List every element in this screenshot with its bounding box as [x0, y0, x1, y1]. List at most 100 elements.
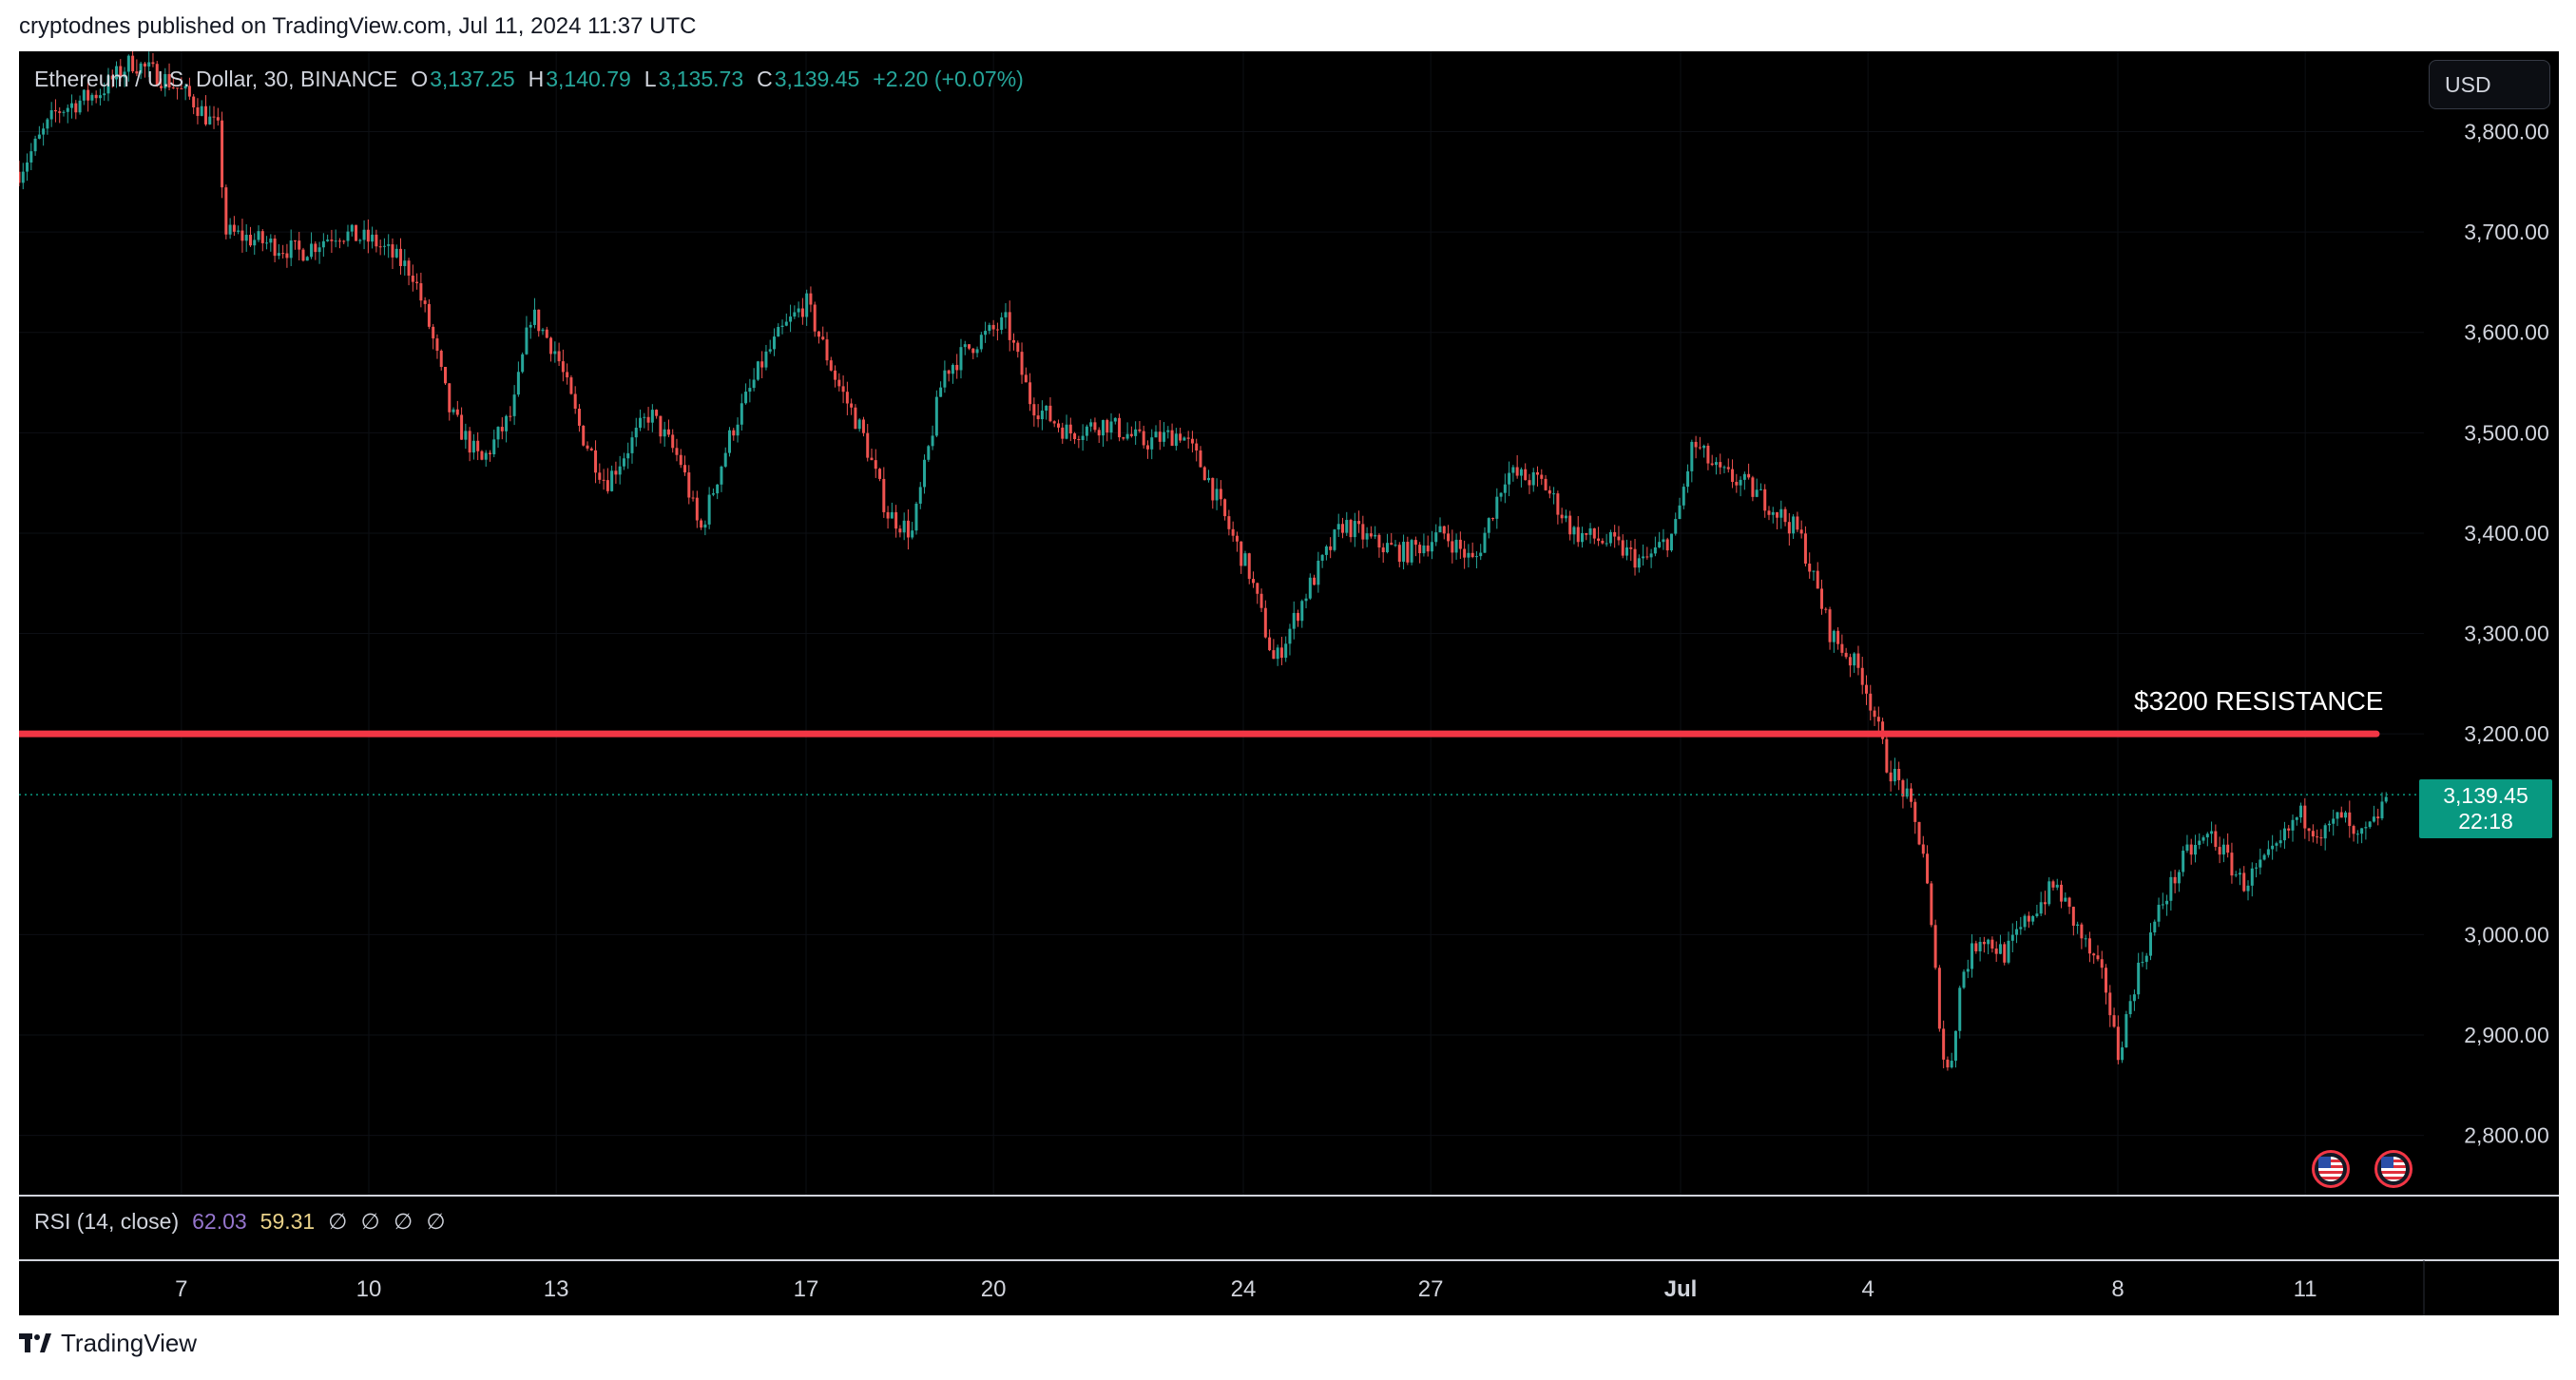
- candle-body: [1101, 419, 1105, 436]
- candle-body: [2124, 1014, 2128, 1048]
- candle-body: [2255, 867, 2259, 869]
- symbol-legend[interactable]: Ethereum / U.S. Dollar, 30, BINANCE O 3,1…: [34, 67, 1024, 92]
- candle-body: [691, 497, 695, 499]
- candle-body: [90, 94, 94, 101]
- candle-body: [1454, 539, 1458, 553]
- candle-body: [874, 460, 877, 470]
- candle-body: [1357, 521, 1361, 525]
- candle-body: [317, 247, 321, 253]
- candle-body: [455, 409, 459, 415]
- candle-body: [1662, 539, 1665, 543]
- candle-body: [1848, 657, 1852, 666]
- candle-body: [549, 337, 553, 355]
- chart-area[interactable]: 3,800.00 3,700.00 3,600.00 3,500.00 3,400.00…: [19, 51, 2559, 1315]
- candle-body: [2339, 812, 2343, 818]
- rsi-title[interactable]: RSI (14, close): [34, 1209, 180, 1234]
- candle-body: [1856, 653, 1860, 668]
- candle-body: [1552, 493, 1556, 495]
- candle-body: [29, 151, 33, 163]
- candle-body: [1195, 443, 1199, 450]
- us-flag-event-icon[interactable]: [2312, 1150, 2350, 1188]
- candle-body: [2031, 915, 2035, 922]
- candle-body: [1946, 1059, 1950, 1068]
- us-flag-event-icon[interactable]: [2374, 1150, 2413, 1188]
- candle-body: [1776, 511, 1779, 518]
- candle-body: [1150, 437, 1154, 450]
- candle-body: [1397, 545, 1401, 563]
- candle-body: [1077, 439, 1081, 441]
- rsi-null-values: ∅ ∅ ∅ ∅: [328, 1209, 450, 1234]
- candle-body: [203, 105, 207, 125]
- candle-body: [285, 253, 289, 259]
- candle-body: [1889, 772, 1893, 782]
- candle-body: [2352, 826, 2355, 834]
- candle-body: [582, 425, 586, 446]
- candle-body: [2084, 938, 2087, 940]
- candle-body: [1881, 721, 1885, 739]
- y-tick-label: 3,700.00: [2464, 220, 2549, 244]
- price-chart-svg[interactable]: 3,800.00 3,700.00 3,600.00 3,500.00 3,400.00…: [19, 51, 2559, 1315]
- candle-body: [1402, 542, 1406, 563]
- candle-body: [1876, 717, 1880, 722]
- candle-body: [147, 62, 151, 67]
- resistance-label[interactable]: $3200 RESISTANCE: [2134, 686, 2384, 716]
- candle-body: [1211, 477, 1215, 501]
- candle-body: [2230, 853, 2234, 876]
- candle-body: [968, 344, 971, 349]
- candle-body: [1418, 545, 1422, 554]
- candle-body: [723, 452, 727, 467]
- candle-body: [1333, 529, 1336, 550]
- candle-body: [1853, 653, 1856, 666]
- candle-body: [854, 407, 857, 430]
- candle-body: [541, 329, 545, 332]
- candle-body: [151, 62, 155, 65]
- candle-body: [411, 275, 414, 282]
- overlay-layer: [19, 730, 2419, 795]
- candle-body: [943, 370, 947, 388]
- currency-selector-button[interactable]: USD: [2429, 60, 2550, 109]
- candle-body: [110, 75, 114, 80]
- candle-body: [310, 243, 314, 258]
- candle-body: [1174, 433, 1178, 447]
- candle-body: [1832, 630, 1836, 642]
- candle-body: [784, 321, 788, 326]
- candle-body: [2019, 927, 2023, 930]
- candle-body: [817, 331, 820, 337]
- candle-body: [2144, 955, 2148, 963]
- candle-body: [914, 503, 918, 531]
- candle-body: [594, 450, 598, 473]
- candle-body: [2259, 859, 2262, 868]
- candle-body: [1678, 505, 1682, 520]
- candle-body: [1564, 515, 1567, 519]
- symbol-title[interactable]: Ethereum / U.S. Dollar, 30, BINANCE: [34, 67, 398, 91]
- candle-body: [1686, 470, 1690, 488]
- candle-body: [1674, 519, 1678, 534]
- candle-body: [260, 231, 264, 243]
- candle-layer: [19, 51, 2388, 1071]
- candle-body: [1105, 419, 1109, 433]
- close-value: 3,139.45: [774, 67, 860, 91]
- candle-body: [228, 224, 232, 235]
- candle-body: [180, 88, 183, 90]
- candle-body: [1694, 441, 1698, 448]
- candle-body: [1987, 939, 1990, 945]
- candle-body: [1755, 489, 1759, 497]
- candle-body: [2043, 902, 2047, 905]
- candle-body: [1345, 520, 1349, 533]
- candle-body: [394, 248, 398, 258]
- footer-brand[interactable]: TradingView: [19, 1329, 197, 1358]
- candle-body: [2193, 844, 2197, 855]
- x-tick-label: 17: [794, 1276, 819, 1302]
- low-value: 3,135.73: [658, 67, 744, 91]
- candle-body: [866, 432, 870, 458]
- candle-body: [2157, 904, 2161, 922]
- candle-body: [1012, 339, 1015, 343]
- candle-body: [1207, 477, 1211, 481]
- rsi-legend[interactable]: RSI (14, close) 62.03 59.31 ∅ ∅ ∅ ∅: [34, 1209, 450, 1235]
- candle-body: [1329, 546, 1333, 550]
- candle-body: [2303, 805, 2307, 829]
- candle-body: [505, 415, 509, 431]
- candle-body: [1796, 516, 1799, 530]
- candle-body: [1186, 437, 1190, 439]
- candle-body: [253, 240, 257, 246]
